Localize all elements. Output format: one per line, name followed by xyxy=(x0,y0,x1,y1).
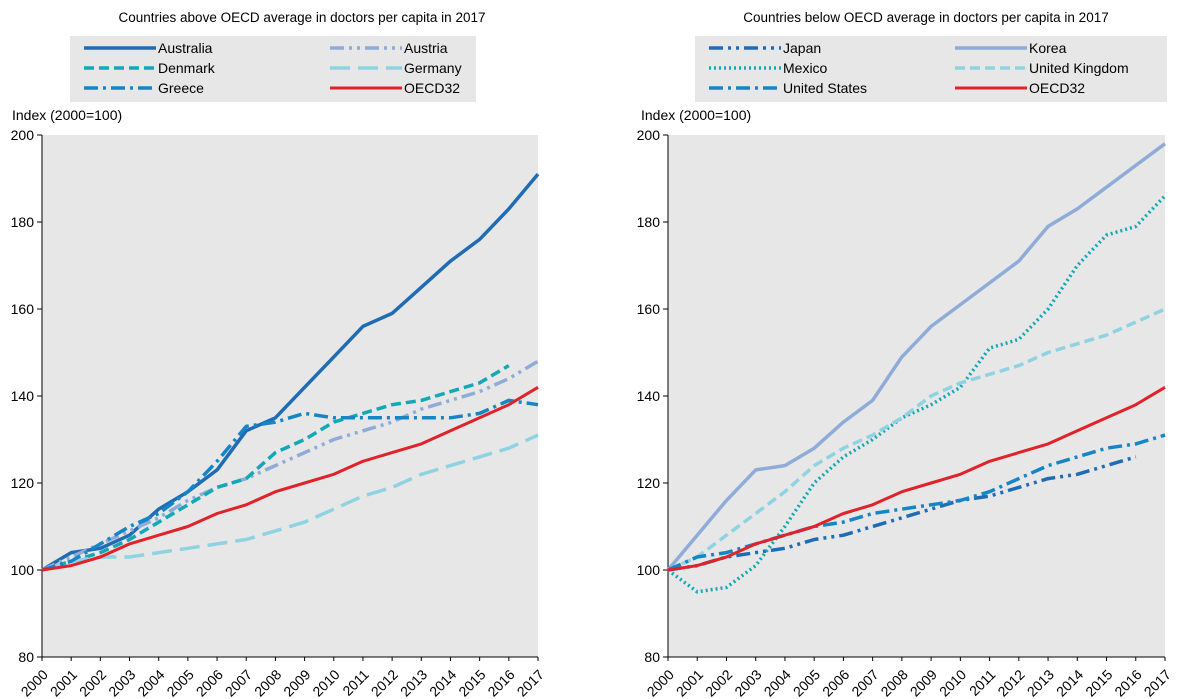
series-line-united-kingdom xyxy=(667,307,1166,572)
x-tick-label: 2007 xyxy=(848,666,881,699)
plot-area xyxy=(668,135,1165,657)
legend-label: Denmark xyxy=(158,60,216,76)
x-tick-label: 2016 xyxy=(1111,666,1144,699)
x-tick-label: 2016 xyxy=(484,666,517,699)
x-tick-label: 2014 xyxy=(1053,666,1086,699)
legend-label: OECD32 xyxy=(404,80,460,96)
y-tick-label: 100 xyxy=(637,562,661,578)
legend-label: United Kingdom xyxy=(1029,60,1129,76)
y-axis-label: Index (2000=100) xyxy=(12,107,122,123)
y-tick-label: 80 xyxy=(644,649,660,665)
x-tick-label: 2013 xyxy=(1024,666,1057,699)
x-tick-label: 2011 xyxy=(339,666,372,699)
x-tick-label: 2008 xyxy=(251,666,284,699)
series-line-australia xyxy=(41,172,540,572)
plot-area xyxy=(42,135,538,657)
series-line-germany xyxy=(41,433,539,572)
x-tick-label: 2017 xyxy=(1141,666,1174,699)
legend-label: Australia xyxy=(158,40,213,56)
x-tick-label: 2011 xyxy=(966,666,999,699)
chart-title: Countries below OECD average in doctors … xyxy=(743,10,1108,25)
legend-label: Mexico xyxy=(783,60,828,76)
legend-label: Austria xyxy=(404,40,448,56)
legend-label: Germany xyxy=(404,60,462,76)
y-tick-label: 140 xyxy=(11,388,35,404)
x-tick-label: 2001 xyxy=(673,666,706,699)
legend-label: OECD32 xyxy=(1029,80,1085,96)
x-tick-label: 2003 xyxy=(105,666,138,699)
y-tick-label: 160 xyxy=(637,301,661,317)
x-tick-label: 2007 xyxy=(222,666,255,699)
chart-title: Countries above OECD average in doctors … xyxy=(119,10,486,25)
y-tick-label: 180 xyxy=(11,214,35,230)
x-tick-label: 2000 xyxy=(644,666,677,699)
series-line-oecd32 xyxy=(667,386,1166,572)
series-line-greece xyxy=(41,398,539,572)
x-tick-label: 2009 xyxy=(280,666,313,699)
legend-label: Korea xyxy=(1029,40,1067,56)
y-tick-label: 120 xyxy=(637,475,661,491)
series-line-austria xyxy=(41,359,539,572)
x-tick-label: 2005 xyxy=(163,666,196,699)
x-tick-label: 2009 xyxy=(907,666,940,699)
x-tick-label: 2000 xyxy=(18,666,51,699)
x-tick-label: 2014 xyxy=(426,666,459,699)
x-tick-label: 2002 xyxy=(76,666,109,699)
y-tick-label: 100 xyxy=(11,562,35,578)
x-tick-label: 2010 xyxy=(936,666,969,699)
series-line-denmark xyxy=(41,364,510,572)
x-tick-label: 2012 xyxy=(368,666,401,699)
x-tick-label: 2005 xyxy=(790,666,823,699)
x-tick-label: 2004 xyxy=(134,666,167,699)
y-tick-label: 200 xyxy=(637,127,661,143)
series-line-oecd32 xyxy=(41,386,539,572)
chart-panel-above-average: Countries above OECD average in doctors … xyxy=(11,10,547,699)
y-tick-label: 180 xyxy=(637,214,661,230)
x-tick-label: 2015 xyxy=(455,666,488,699)
y-tick-label: 80 xyxy=(18,649,34,665)
x-tick-label: 2004 xyxy=(761,666,794,699)
y-tick-label: 200 xyxy=(11,127,35,143)
x-tick-label: 2017 xyxy=(514,666,547,699)
x-tick-label: 2006 xyxy=(819,666,852,699)
y-tick-label: 120 xyxy=(11,475,35,491)
series-line-mexico xyxy=(666,194,1167,594)
series-line-korea xyxy=(666,142,1167,572)
chart-panel-below-average: Countries below OECD average in doctors … xyxy=(637,10,1174,699)
legend-label: United States xyxy=(783,80,867,96)
x-tick-label: 2001 xyxy=(47,666,80,699)
x-tick-label: 2003 xyxy=(731,666,764,699)
x-tick-label: 2012 xyxy=(994,666,1027,699)
x-tick-label: 2010 xyxy=(309,666,342,699)
x-tick-label: 2008 xyxy=(877,666,910,699)
legend-label: Greece xyxy=(158,80,204,96)
legend-label: Japan xyxy=(783,40,821,56)
y-tick-label: 160 xyxy=(11,301,35,317)
x-tick-label: 2006 xyxy=(193,666,226,699)
x-tick-label: 2013 xyxy=(397,666,430,699)
x-tick-label: 2015 xyxy=(1082,666,1115,699)
y-tick-label: 140 xyxy=(637,388,661,404)
y-axis-label: Index (2000=100) xyxy=(641,107,751,123)
series-line-japan xyxy=(667,455,1137,572)
x-tick-label: 2002 xyxy=(702,666,735,699)
